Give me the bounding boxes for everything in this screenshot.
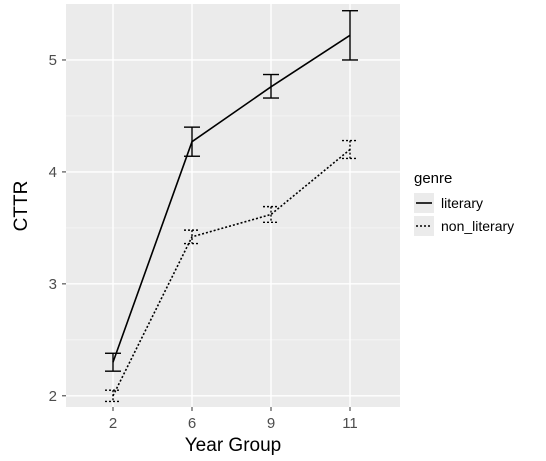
error-bar-literary xyxy=(342,10,358,61)
x-tick-label: 9 xyxy=(267,415,275,432)
x-axis-title: Year Group xyxy=(185,435,281,456)
y-tick-label: 2 xyxy=(49,388,57,405)
series-line-literary xyxy=(112,34,351,363)
x-tick-label: 11 xyxy=(342,415,358,432)
error-bar-literary xyxy=(105,352,121,372)
error-bar-non-literary xyxy=(105,389,121,403)
legend: genre literary non_literary xyxy=(414,170,514,236)
legend-label-literary: literary xyxy=(441,195,483,211)
data-series xyxy=(105,10,358,403)
y-tick-label: 5 xyxy=(49,52,57,69)
error-bar-literary xyxy=(263,73,279,99)
x-tick-label: 6 xyxy=(188,415,196,432)
x-tick-label: 2 xyxy=(109,415,117,432)
error-bar-literary xyxy=(184,126,200,157)
legend-title: genre xyxy=(414,170,452,187)
error-bar-non-literary xyxy=(342,139,358,160)
series-line-non-literary xyxy=(112,148,351,397)
legend-label-non-literary: non_literary xyxy=(441,218,514,234)
error-bar-non-literary xyxy=(184,229,200,245)
y-tick-label: 4 xyxy=(49,164,57,181)
y-axis-title: CTTR xyxy=(11,181,32,232)
axes: 2 3 4 5 2 6 9 11 xyxy=(49,52,358,432)
grid-lines xyxy=(66,4,400,407)
y-tick-label: 3 xyxy=(49,276,57,293)
error-bar-non-literary xyxy=(263,205,279,223)
